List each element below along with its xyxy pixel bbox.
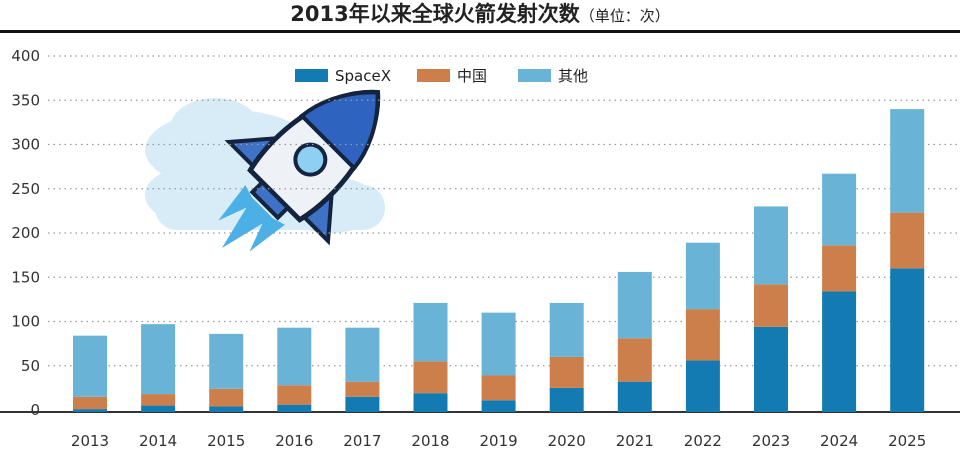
bar-2021-其他 bbox=[617, 271, 652, 339]
bar-2017-中国 bbox=[345, 381, 380, 397]
legend-swatch-SpaceX bbox=[295, 69, 328, 82]
x-tick-label: 2019 bbox=[480, 432, 518, 450]
bar-2025-中国 bbox=[890, 212, 925, 269]
title-unit: （单位：次） bbox=[579, 7, 670, 25]
bar-2022-SpaceX bbox=[685, 360, 720, 412]
x-tick-label: 2018 bbox=[411, 432, 449, 450]
x-tick-label: 2020 bbox=[548, 432, 586, 450]
bar-2016-其他 bbox=[277, 327, 312, 386]
bar-2024-SpaceX bbox=[822, 291, 857, 412]
y-tick-label: 300 bbox=[11, 136, 40, 154]
bar-2019-SpaceX bbox=[481, 400, 516, 412]
bar-2023-其他 bbox=[754, 206, 788, 285]
rocket-illustration bbox=[145, 89, 385, 252]
legend-label: SpaceX bbox=[335, 67, 391, 85]
bar-2025-SpaceX bbox=[890, 268, 925, 412]
bar-2013-其他 bbox=[73, 335, 107, 397]
x-tick-label: 2015 bbox=[207, 432, 245, 450]
legend-swatch-其他 bbox=[518, 69, 551, 82]
x-tick-label: 2025 bbox=[888, 432, 926, 450]
bar-2021-中国 bbox=[617, 338, 652, 382]
bar-2019-中国 bbox=[481, 375, 516, 401]
bar-2020-其他 bbox=[549, 302, 584, 357]
y-tick-label: 350 bbox=[11, 91, 40, 109]
bar-2018-其他 bbox=[413, 302, 448, 362]
y-tick-label: 400 bbox=[11, 47, 40, 65]
bar-2019-其他 bbox=[481, 312, 516, 376]
bar-2024-其他 bbox=[822, 173, 857, 246]
bar-2021-SpaceX bbox=[617, 381, 652, 412]
bar-2016-SpaceX bbox=[277, 404, 312, 412]
bar-2022-中国 bbox=[685, 309, 720, 361]
y-tick-label: 50 bbox=[21, 357, 40, 375]
bar-2023-中国 bbox=[754, 284, 788, 327]
x-tick-label: 2017 bbox=[343, 432, 381, 450]
bar-2025-其他 bbox=[890, 109, 925, 213]
bar-2017-其他 bbox=[345, 327, 380, 382]
y-tick-label: 250 bbox=[11, 180, 40, 198]
legend-swatch-中国 bbox=[417, 69, 450, 82]
title-rule bbox=[0, 30, 960, 33]
bar-2014-中国 bbox=[141, 394, 176, 406]
x-tick-label: 2013 bbox=[71, 432, 109, 450]
bar-2013-SpaceX bbox=[73, 409, 107, 412]
x-tick-label: 2022 bbox=[684, 432, 722, 450]
bar-2020-中国 bbox=[549, 356, 584, 388]
x-tick-label: 2024 bbox=[820, 432, 858, 450]
bar-2024-中国 bbox=[822, 245, 857, 292]
bar-2014-SpaceX bbox=[141, 405, 176, 412]
bar-2016-中国 bbox=[277, 385, 312, 405]
legend-label: 其他 bbox=[558, 67, 588, 85]
legend-label: 中国 bbox=[457, 67, 487, 85]
bar-2015-其他 bbox=[209, 333, 244, 389]
x-tick-label: 2021 bbox=[616, 432, 654, 450]
y-tick-label: 100 bbox=[11, 313, 40, 331]
bar-2014-其他 bbox=[141, 324, 176, 395]
rocket-icon bbox=[218, 89, 381, 252]
x-tick-label: 2016 bbox=[275, 432, 313, 450]
y-tick-label: 150 bbox=[11, 268, 40, 286]
bar-2020-SpaceX bbox=[549, 387, 584, 412]
bar-2015-SpaceX bbox=[209, 406, 244, 412]
x-tick-label: 2023 bbox=[752, 432, 790, 450]
y-tick-label: 200 bbox=[11, 224, 40, 242]
x-tick-label: 2014 bbox=[139, 432, 177, 450]
bar-2017-SpaceX bbox=[345, 396, 380, 412]
bar-2018-中国 bbox=[413, 361, 448, 394]
bar-2022-其他 bbox=[685, 242, 720, 310]
bar-2023-SpaceX bbox=[754, 326, 788, 412]
title-text: 2013年以来全球火箭发射次数 bbox=[290, 2, 580, 26]
chart-title: 2013年以来全球火箭发射次数（单位：次） bbox=[0, 0, 960, 28]
bar-2015-中国 bbox=[209, 388, 244, 407]
bar-2013-中国 bbox=[73, 396, 107, 410]
y-tick-label: 0 bbox=[30, 401, 40, 419]
bar-2018-SpaceX bbox=[413, 393, 448, 412]
